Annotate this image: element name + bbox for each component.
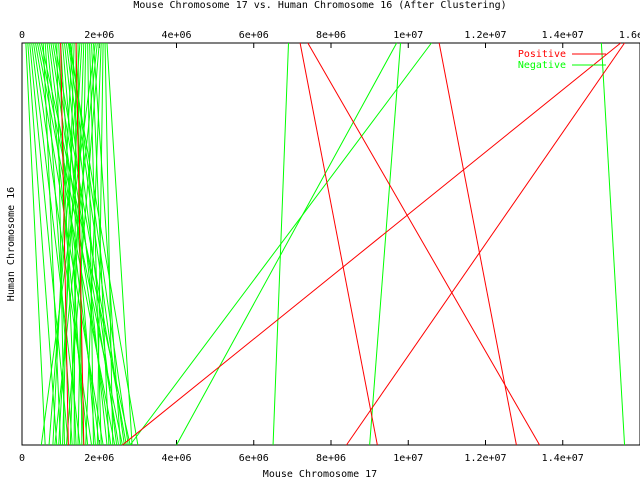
bottom-axis-tick-label: 4e+06	[161, 453, 191, 464]
top-axis-tick-label: 4e+06	[161, 30, 191, 41]
negative-segment	[77, 42, 87, 446]
bottom-axis-tick-label: 0	[19, 453, 25, 464]
negative-segment	[69, 42, 85, 446]
negative-segment	[92, 42, 121, 446]
top-axis-tick-label: 1.2e+07	[464, 30, 506, 41]
top-axis-tick-label: 1e+07	[393, 30, 423, 41]
negative-segment	[73, 42, 77, 446]
negative-segment	[52, 42, 73, 446]
positive-segment	[122, 42, 622, 446]
negative-segment	[65, 42, 100, 446]
positive-segment	[307, 42, 541, 446]
negative-segment	[27, 42, 58, 446]
negative-segment	[176, 42, 398, 446]
top-axis-tick-label: 2e+06	[84, 30, 114, 41]
top-axis-tick-label: 1.4e+07	[542, 30, 584, 41]
positive-segment	[438, 42, 517, 446]
legend-label: Positive	[518, 49, 566, 60]
negative-segment	[60, 42, 85, 446]
negative-segment	[50, 42, 112, 446]
negative-segment	[44, 42, 73, 446]
top-axis-tick-label: 8e+06	[316, 30, 346, 41]
negative-segment	[62, 42, 96, 446]
top-axis-tick-label: 0	[19, 30, 25, 41]
bottom-axis-tick-label: 1.4e+07	[542, 453, 584, 464]
top-axis-tick-label: 1.6e+07	[619, 30, 640, 41]
negative-segment	[600, 42, 626, 446]
negative-segment	[96, 42, 104, 446]
negative-segment	[369, 42, 402, 446]
x-axis-label: Mouse Chromosome 17	[263, 469, 377, 480]
bottom-axis-tick-label: 8e+06	[316, 453, 346, 464]
positive-segment	[346, 42, 625, 446]
negative-segment	[129, 42, 432, 446]
negative-segment	[40, 42, 96, 446]
legend-label: Negative	[518, 60, 566, 71]
y-axis-label: Human Chromosome 16	[6, 187, 17, 301]
negative-segment	[54, 42, 98, 446]
plot-frame	[21, 42, 640, 446]
series-layer	[25, 42, 626, 446]
negative-segment	[42, 42, 62, 446]
negative-segment	[63, 42, 108, 446]
negative-segment	[68, 42, 139, 446]
top-axis-tick-label: 6e+06	[239, 30, 269, 41]
negative-segment	[25, 42, 46, 446]
chart-title: Mouse Chromosome 17 vs. Human Chromosome…	[133, 0, 506, 11]
negative-segment	[85, 42, 102, 446]
positive-segment	[299, 42, 378, 446]
bottom-axis-tick-label: 1.2e+07	[464, 453, 506, 464]
positive-segment	[60, 42, 69, 446]
negative-segment	[56, 42, 65, 446]
negative-segment	[87, 42, 94, 446]
bottom-axis-tick-label: 1e+07	[393, 453, 423, 464]
bottom-axis-tick-label: 6e+06	[239, 453, 269, 464]
negative-segment	[48, 42, 100, 446]
positive-segment	[75, 42, 85, 446]
bottom-axis-tick-label: 2e+06	[84, 453, 114, 464]
negative-segment	[69, 42, 129, 446]
negative-segment	[104, 42, 114, 446]
bottom-axis: 0 2e+06 4e+06 6e+06 8e+06 1e+07 1.2e+07 1.4e+07	[19, 440, 584, 464]
negative-segment	[58, 42, 83, 446]
negative-segment	[89, 42, 102, 446]
top-axis: 0 2e+06 4e+06 6e+06 8e+06 1e+07 1.2e+07 1.4e+07…	[19, 30, 640, 48]
negative-segment	[106, 42, 133, 446]
negative-segment	[35, 42, 104, 446]
